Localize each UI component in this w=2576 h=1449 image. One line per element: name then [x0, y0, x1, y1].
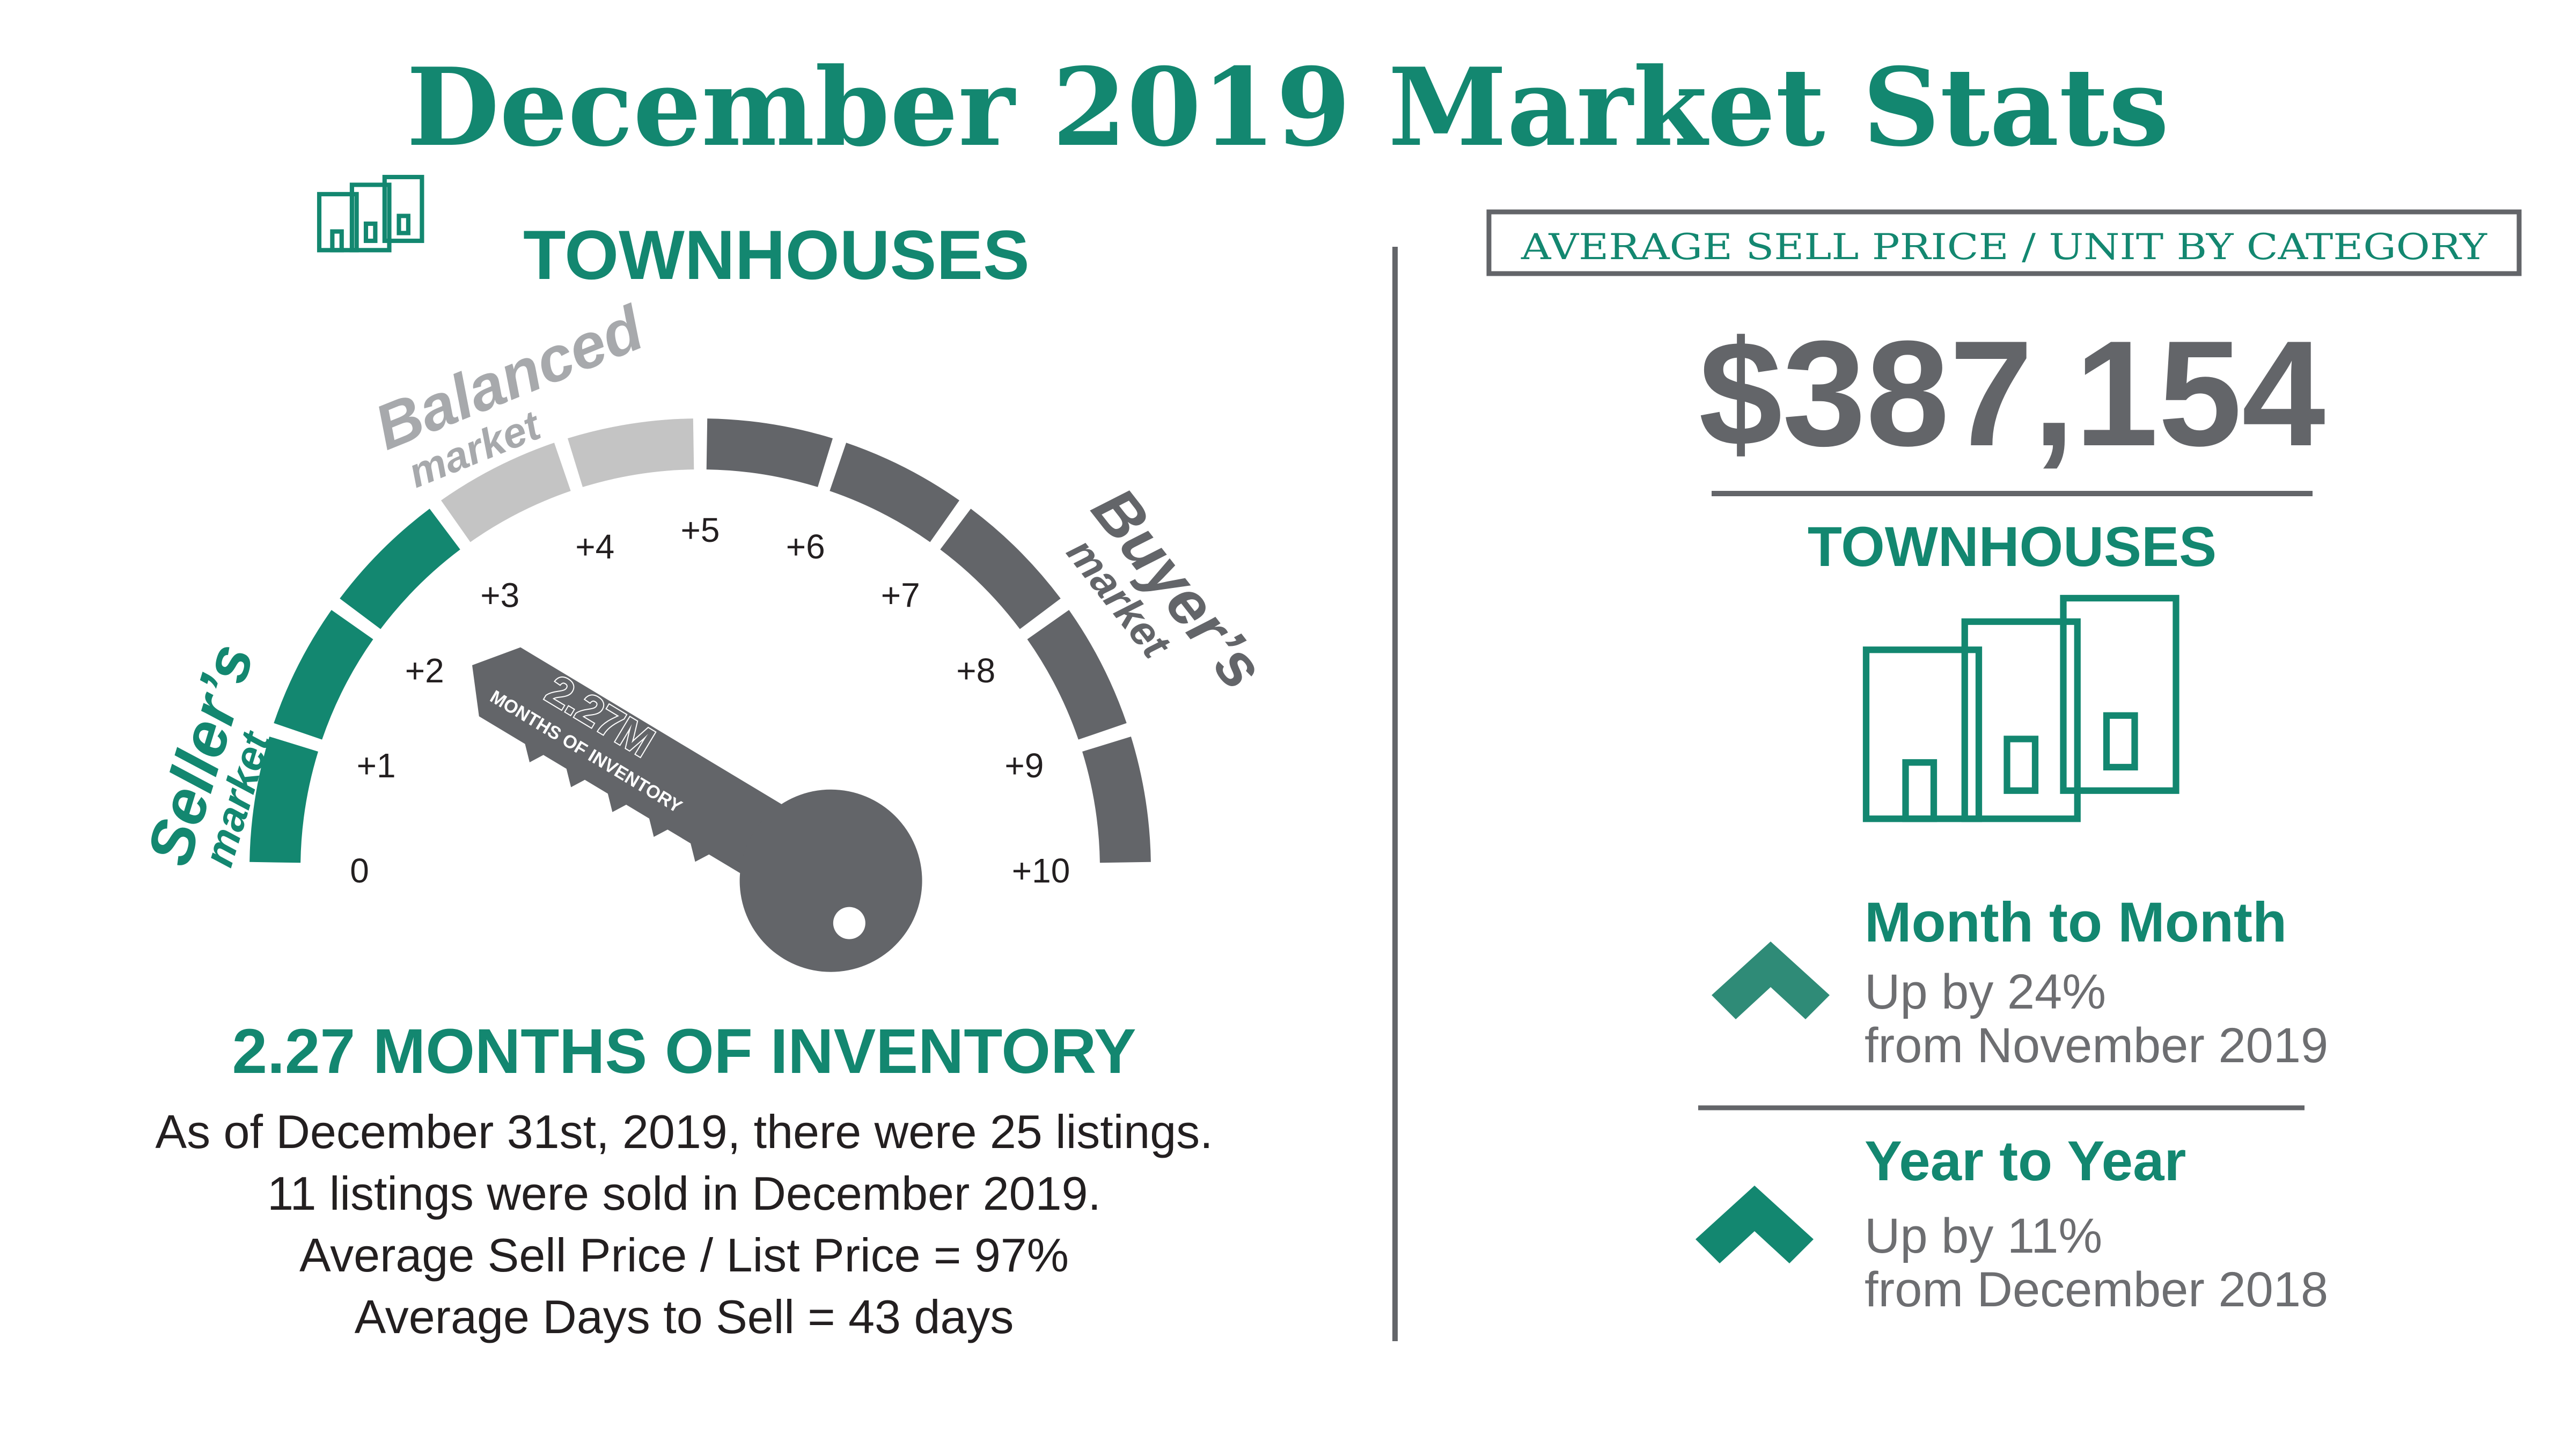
stat-line-days: Average Days to Sell = 43 days	[355, 1290, 1014, 1343]
gauge-segment	[249, 737, 318, 863]
gauge-tick-label: 0	[350, 851, 369, 890]
key-icon	[472, 647, 788, 877]
inventory-headline: 2.27 MONTHS OF INVENTORY	[232, 1016, 1136, 1087]
key-pointer: 2.27M MONTHS OF INVENTORY	[472, 647, 922, 972]
year-to-year-period: from December 2018	[1865, 1262, 2328, 1317]
gauge-ticks: 0 +1 +2 +3 +4 +5 +6 +7 +8 +9 +10	[350, 511, 1070, 890]
townhouse-icon-large	[1862, 594, 2179, 822]
gauge-tick-label: +8	[956, 651, 995, 690]
gauge-tick-label: +4	[575, 527, 614, 566]
year-to-year-title: Year to Year	[1865, 1130, 2186, 1193]
gauge-segment	[940, 509, 1061, 629]
gauge-tick-label: +10	[1012, 851, 1070, 890]
gauge-tick-label: +1	[357, 746, 396, 785]
category-box	[1486, 209, 2522, 276]
gauge-tick-label: +6	[786, 527, 825, 566]
gauge-tick-label: +5	[681, 511, 720, 549]
key-bow	[739, 789, 922, 972]
gauge-tick-label: +2	[405, 651, 444, 690]
page-title: December 2019 Market Stats	[406, 45, 2169, 171]
chevron-up-icon	[1696, 1186, 1814, 1263]
year-to-year-change: Up by 11%	[1865, 1209, 2102, 1263]
key-hole	[833, 907, 865, 939]
right-category-title: TOWNHOUSES	[1808, 516, 2217, 578]
townhouse-icon	[317, 174, 424, 253]
gauge-segment	[1027, 609, 1127, 740]
chevron-up-icon	[1712, 942, 1830, 1019]
stat-line-sold: 11 listings were sold in December 2019.	[267, 1167, 1101, 1220]
month-to-month-title: Month to Month	[1865, 891, 2287, 954]
left-category-title: TOWNHOUSES	[523, 216, 1030, 294]
gauge-segment	[441, 443, 571, 542]
gauge-tick-label: +7	[881, 576, 920, 614]
gauge-segment	[568, 418, 694, 487]
gauge-segment	[274, 609, 373, 740]
average-price: $387,154	[1699, 310, 2327, 477]
category-box-label: AVERAGE SELL PRICE / UNIT BY CATEGORY	[1521, 226, 2488, 268]
gauge-tick-label: +9	[1004, 746, 1044, 785]
gauge-segment	[706, 418, 833, 487]
gauge-segments	[249, 418, 1151, 863]
stat-line-listings: As of December 31st, 2019, there were 25…	[155, 1105, 1213, 1158]
gauge-segment	[830, 443, 960, 542]
gauge-tick-label: +3	[480, 576, 519, 614]
gauge-segment	[1082, 737, 1151, 863]
market-gauge: 0 +1 +2 +3 +4 +5 +6 +7 +8 +9 +10	[249, 418, 1151, 890]
stat-line-price-ratio: Average Sell Price / List Price = 97%	[299, 1229, 1069, 1282]
month-to-month-period: from November 2019	[1865, 1018, 2328, 1073]
gauge-segment	[340, 509, 460, 629]
month-to-month-change: Up by 24%	[1865, 965, 2106, 1019]
